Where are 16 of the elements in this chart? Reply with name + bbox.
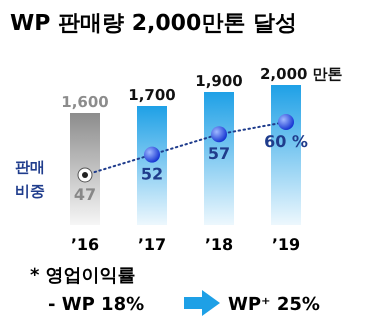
- x-tick-label: ’17: [138, 235, 166, 254]
- data-label: 57: [208, 144, 230, 164]
- text: * 영업이익률: [30, 265, 136, 286]
- data-label: 1,900: [195, 72, 243, 90]
- title: WP 판매량 2,000만톤 달성: [10, 11, 297, 36]
- text: WP⁺ 25%: [228, 294, 320, 315]
- x-tick-label: ’18: [204, 235, 234, 254]
- text: - WP 18%: [48, 294, 144, 315]
- text: 판매 비중: [15, 158, 45, 200]
- data-label: 1,700: [128, 86, 176, 104]
- data-label: 52: [140, 164, 164, 184]
- x-tick-label: ’16: [70, 235, 100, 254]
- data-label: 2,000 만톤: [260, 65, 343, 83]
- x-tick-label: ’19: [272, 235, 300, 254]
- data-label: 47: [74, 185, 96, 204]
- data-label: 1,600: [61, 93, 109, 111]
